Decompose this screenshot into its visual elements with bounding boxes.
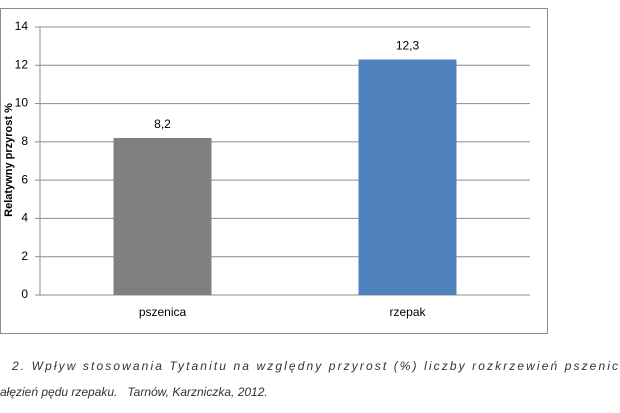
bar — [113, 138, 212, 295]
value-label: 8,2 — [154, 117, 171, 131]
value-label: 12,3 — [396, 39, 420, 53]
y-tick-label: 10 — [15, 96, 29, 110]
chart-border — [0, 8, 548, 334]
x-tick-label: pszenica — [139, 305, 187, 319]
y-tick-label: 4 — [21, 211, 28, 225]
y-axis-label: Relatywny przyrost % — [3, 103, 15, 217]
y-tick-label: 2 — [21, 249, 28, 263]
x-tick-label: rzepak — [389, 305, 426, 319]
y-tick-label: 14 — [15, 19, 29, 33]
caption-line: 2. Wpływ stosowania Tytanitu na względny… — [11, 359, 618, 373]
caption-line: ałęzień pędu rzepaku. Tarnów, Karzniczka… — [0, 385, 268, 399]
y-tick-label: 8 — [21, 134, 28, 148]
y-tick-label: 12 — [15, 57, 29, 71]
y-tick-label: 6 — [21, 172, 28, 186]
bar — [358, 59, 457, 295]
y-tick-label: 0 — [21, 287, 28, 301]
